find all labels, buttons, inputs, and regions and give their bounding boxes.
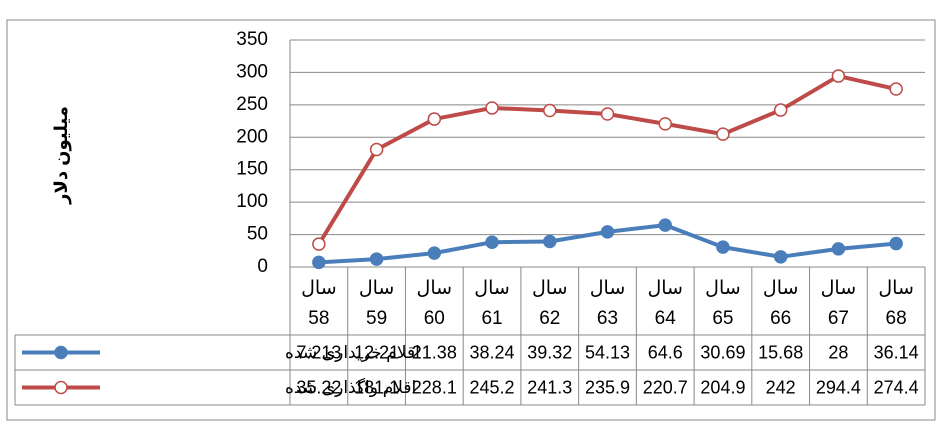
- table-value: 36.14: [874, 342, 919, 362]
- x-tick-label: سال 67: [820, 278, 857, 329]
- data-point: [658, 117, 672, 131]
- data-point: [716, 127, 730, 141]
- x-tick-label: سال 60: [416, 278, 453, 329]
- x-tick-label: سال 58: [301, 278, 337, 329]
- data-point: [600, 107, 615, 121]
- table-value: 12.21: [354, 342, 399, 362]
- data-point: [312, 237, 326, 251]
- data-point: [485, 101, 499, 115]
- table-value: 35.22: [296, 377, 341, 397]
- y-tick-label: 0: [257, 256, 268, 277]
- table-value: 21.38: [412, 342, 457, 362]
- table-value: 242: [766, 377, 796, 397]
- data-point: [889, 236, 903, 251]
- data-point: [600, 225, 615, 239]
- y-tick-label: 250: [236, 94, 268, 115]
- y-tick-label: 300: [236, 61, 268, 82]
- data-point: [485, 235, 499, 249]
- table-value: 54.13: [585, 342, 630, 362]
- x-tick-label: سال 63: [589, 278, 626, 329]
- table-value: 7.213: [296, 342, 341, 362]
- x-tick-label: سال 62: [532, 278, 568, 329]
- table-value: 241.3: [527, 377, 572, 397]
- table-value: 30.69: [700, 342, 745, 362]
- table-value: 235.9: [585, 377, 630, 397]
- table-value: 220.7: [643, 377, 688, 397]
- y-tick-label: 200: [236, 126, 268, 147]
- table-value: 294.4: [816, 377, 861, 397]
- data-point: [543, 103, 557, 118]
- table-value: 181.1: [354, 377, 399, 397]
- x-tick-label: سال 61: [474, 278, 510, 329]
- x-tick-label: سال 59: [358, 278, 395, 329]
- table-value: 28: [828, 342, 848, 362]
- series-line: [317, 74, 897, 246]
- x-tick-label: سال 68: [878, 278, 914, 329]
- data-point: [427, 246, 442, 260]
- x-tick-label: سال 64: [647, 278, 683, 329]
- data-point: [831, 69, 846, 83]
- table-value: 228.1: [412, 377, 457, 397]
- data-point: [773, 103, 788, 117]
- y-tick-label: 150: [236, 159, 268, 180]
- table-value: 274.4: [874, 377, 919, 397]
- data-point: [312, 255, 326, 270]
- x-tick-label: سال 66: [762, 278, 799, 329]
- data-point: [773, 250, 788, 264]
- data-point: [543, 234, 557, 249]
- y-tick-label: 100: [236, 191, 268, 212]
- data-point: [369, 142, 384, 157]
- legend-marker: [54, 380, 68, 395]
- table-value: 38.24: [470, 342, 515, 362]
- y-axis-label: میلیون دلار: [51, 106, 72, 205]
- chart-frame: [6, 19, 936, 421]
- data-point: [831, 242, 846, 256]
- y-tick-label: 50: [247, 224, 268, 245]
- y-tick-label: 350: [236, 29, 268, 50]
- legend-label: اقلام خریداری شده: [285, 343, 420, 362]
- x-tick-label: سال 65: [705, 278, 741, 329]
- table-value: 64.6: [648, 342, 683, 362]
- data-point: [427, 112, 442, 126]
- legend-label: اقلام واگذاری شده: [285, 377, 416, 397]
- legend-marker: [54, 345, 68, 360]
- data-point: [889, 82, 903, 96]
- data-point: [716, 240, 730, 254]
- data-point: [658, 218, 672, 232]
- table-value: 245.2: [470, 377, 515, 397]
- table-value: 15.68: [758, 342, 803, 362]
- data-point: [369, 252, 384, 266]
- table-value: 39.32: [527, 342, 572, 362]
- table-value: 204.9: [700, 377, 745, 397]
